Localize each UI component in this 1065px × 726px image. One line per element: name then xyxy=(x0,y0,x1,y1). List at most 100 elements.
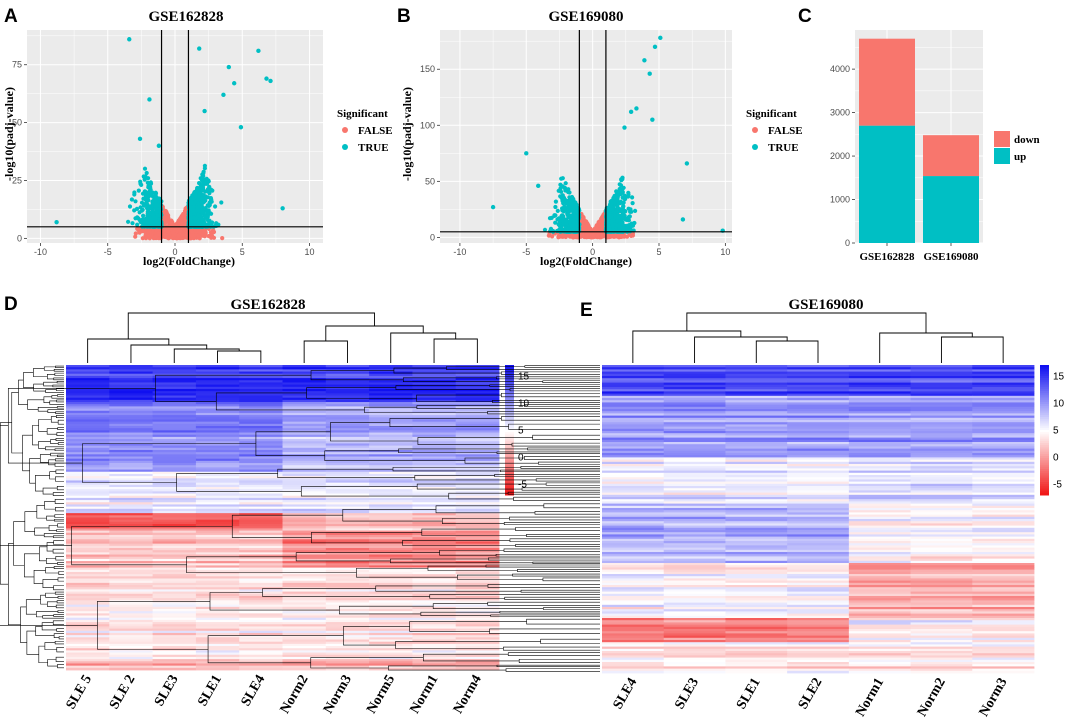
point-true xyxy=(632,220,637,226)
point-true xyxy=(132,208,137,213)
row-dendrogram-branch xyxy=(48,525,58,531)
volcano-a-xlabel: log2(FoldChange) xyxy=(143,254,235,268)
row-dendrogram-branch xyxy=(57,523,64,528)
row-dendrogram-branch xyxy=(55,365,64,368)
point-true xyxy=(571,218,577,223)
point-true xyxy=(149,193,154,198)
row-dendrogram-branch xyxy=(55,556,64,561)
point-true xyxy=(206,212,211,217)
point-true xyxy=(564,201,570,206)
row-dendrogram-branch xyxy=(54,640,64,645)
point-false xyxy=(584,235,589,240)
point-true-outlier xyxy=(652,44,658,50)
volcano-a-points xyxy=(54,37,285,241)
sample-label: SLE4 xyxy=(239,673,269,709)
point-false xyxy=(202,229,207,234)
point-true xyxy=(135,222,140,227)
point-false xyxy=(170,230,175,235)
point-true-outlier xyxy=(232,81,237,86)
point-true xyxy=(560,206,565,211)
row-dendrogram-branch xyxy=(0,422,12,585)
row-dendrogram-branch xyxy=(54,448,64,452)
point-false xyxy=(629,233,634,238)
row-dendrogram-branch xyxy=(53,540,64,545)
point-true xyxy=(150,216,155,221)
point-true xyxy=(205,203,210,208)
row-dendrogram-branch xyxy=(25,599,41,615)
point-false xyxy=(209,235,214,240)
point-false xyxy=(196,233,201,238)
point-true xyxy=(620,195,625,200)
sample-label: SLE 5 xyxy=(64,673,95,713)
point-true xyxy=(612,199,617,204)
point-true-outlier xyxy=(137,136,143,142)
x-tick-label: GSE169080 xyxy=(923,251,979,263)
point-false xyxy=(165,219,170,224)
x-tick-label: 0 xyxy=(172,247,177,257)
y-tick-label: 0 xyxy=(17,233,22,243)
point-false xyxy=(133,234,138,239)
row-dendrogram-branch xyxy=(34,527,50,536)
volcano-b-legend-title: Significant xyxy=(746,108,797,120)
y-tick-label: 150 xyxy=(420,64,435,74)
point-true xyxy=(137,210,142,215)
sample-label: Norm5 xyxy=(364,673,398,717)
point-true xyxy=(138,179,143,184)
sample-label: Norm4 xyxy=(451,673,485,717)
point-true xyxy=(158,221,163,226)
row-dendrogram-branch xyxy=(56,628,64,632)
point-false xyxy=(610,233,616,238)
point-true xyxy=(140,217,145,222)
point-true xyxy=(136,188,141,193)
heat-cell xyxy=(195,667,240,671)
row-dendrogram-branch xyxy=(57,610,64,613)
heat-cell xyxy=(152,667,197,671)
point-true xyxy=(563,188,568,193)
point-true xyxy=(206,221,212,226)
volcano-a-ylabel: -log10(padj-value) xyxy=(2,87,16,181)
point-true-outlier xyxy=(650,117,655,122)
dendrogram-branch xyxy=(325,325,424,341)
row-dendrogram-branch xyxy=(50,439,59,444)
volcano-a-legend-false: FALSE xyxy=(358,125,393,137)
point-false xyxy=(580,232,585,237)
point-false xyxy=(165,235,170,240)
row-dendrogram-branch xyxy=(23,372,34,388)
point-true xyxy=(616,193,621,198)
volcano-b-title: GSE169080 xyxy=(548,9,623,25)
row-dendrogram-branch xyxy=(41,622,57,631)
row-dendrogram-branch xyxy=(542,380,600,383)
point-true xyxy=(203,194,208,199)
colorbar-tick: 5 xyxy=(518,426,524,437)
sample-label: Norm1 xyxy=(408,673,442,717)
panel-label-e: E xyxy=(580,300,593,321)
point-true xyxy=(560,198,565,203)
point-true xyxy=(148,181,154,186)
row-dendrogram-branch xyxy=(26,630,39,655)
point-true-outlier xyxy=(684,161,690,166)
heat-cell xyxy=(239,667,283,671)
point-false xyxy=(599,219,604,224)
row-dendrogram-branch xyxy=(58,636,64,640)
point-true xyxy=(199,200,204,205)
point-false xyxy=(163,232,168,237)
row-dendrogram-branch xyxy=(55,604,64,609)
point-true xyxy=(609,219,615,224)
point-true xyxy=(559,176,564,181)
row-dendrogram-branch xyxy=(35,475,50,492)
bar-down-GSE162828 xyxy=(859,38,915,126)
row-dendrogram-branch xyxy=(38,645,48,664)
point-false xyxy=(143,236,149,241)
point-true xyxy=(144,221,149,226)
row-dendrogram-branch xyxy=(40,594,48,605)
row-dendrogram-branch xyxy=(55,388,64,391)
dendrogram-branch xyxy=(686,312,927,333)
volcano-a-legend-title: Significant xyxy=(337,108,388,120)
point-true xyxy=(190,196,195,201)
point-true xyxy=(197,181,202,186)
row-dendrogram-branch xyxy=(42,579,58,589)
point-true xyxy=(193,191,198,196)
point-true-outlier xyxy=(226,64,232,70)
